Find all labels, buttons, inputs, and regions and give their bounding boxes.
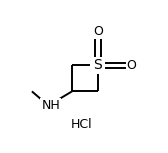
Text: O: O (127, 59, 136, 72)
Text: NH: NH (41, 99, 60, 112)
Text: S: S (94, 58, 102, 73)
Text: HCl: HCl (71, 118, 92, 131)
Text: O: O (93, 25, 103, 38)
